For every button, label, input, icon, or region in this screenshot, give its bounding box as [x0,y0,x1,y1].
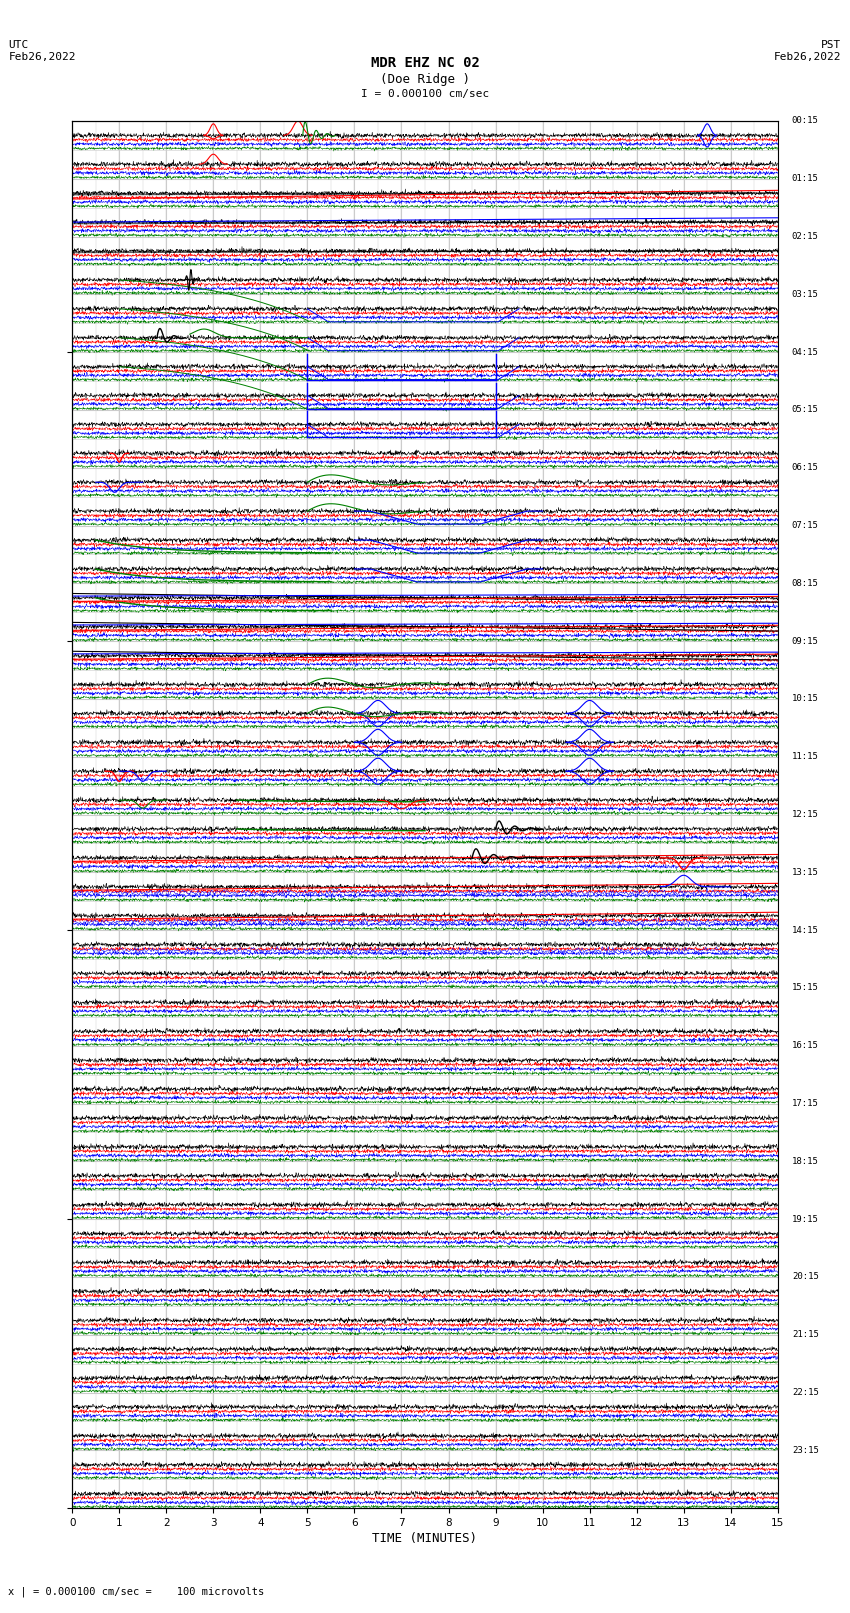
Text: UTC
Feb26,2022: UTC Feb26,2022 [8,40,76,61]
Text: MDR EHZ NC 02: MDR EHZ NC 02 [371,56,479,71]
Text: 19:15: 19:15 [792,1215,819,1224]
Text: 14:15: 14:15 [792,926,819,934]
Text: 08:15: 08:15 [792,579,819,587]
Text: 21:15: 21:15 [792,1331,819,1339]
Text: I = 0.000100 cm/sec: I = 0.000100 cm/sec [361,89,489,98]
Text: x | = 0.000100 cm/sec =    100 microvolts: x | = 0.000100 cm/sec = 100 microvolts [8,1586,264,1597]
Text: 15:15: 15:15 [792,984,819,992]
Text: 22:15: 22:15 [792,1389,819,1397]
X-axis label: TIME (MINUTES): TIME (MINUTES) [372,1532,478,1545]
Text: 17:15: 17:15 [792,1098,819,1108]
Text: 16:15: 16:15 [792,1042,819,1050]
Text: (Doe Ridge ): (Doe Ridge ) [380,73,470,85]
Text: 06:15: 06:15 [792,463,819,473]
Text: 09:15: 09:15 [792,637,819,645]
Text: 10:15: 10:15 [792,695,819,703]
Text: 11:15: 11:15 [792,752,819,761]
Text: 04:15: 04:15 [792,348,819,356]
Text: 18:15: 18:15 [792,1157,819,1166]
Text: 07:15: 07:15 [792,521,819,531]
Text: 01:15: 01:15 [792,174,819,184]
Text: 05:15: 05:15 [792,405,819,415]
Text: 23:15: 23:15 [792,1445,819,1455]
Text: PST
Feb26,2022: PST Feb26,2022 [774,40,842,61]
Text: 13:15: 13:15 [792,868,819,877]
Text: 00:15: 00:15 [792,116,819,126]
Text: 12:15: 12:15 [792,810,819,819]
Text: 03:15: 03:15 [792,290,819,298]
Text: 20:15: 20:15 [792,1273,819,1281]
Text: 02:15: 02:15 [792,232,819,240]
